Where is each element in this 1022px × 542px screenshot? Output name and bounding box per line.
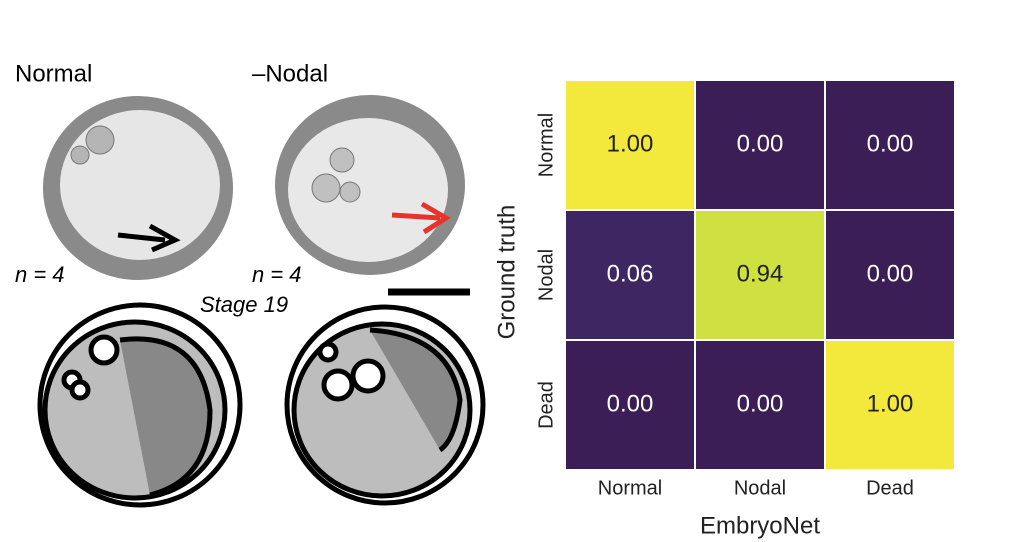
x-tick-label: Dead: [866, 477, 914, 499]
panel-label: –Nodal: [252, 60, 328, 87]
cell-label: 0.00: [867, 260, 914, 287]
y-tick-label: Nodal: [535, 249, 557, 301]
embryo-photos: [43, 95, 470, 296]
cell: [339, 181, 361, 203]
heatmap-cell: [824, 79, 956, 211]
cell: [329, 147, 355, 173]
arrow-red: [391, 201, 451, 235]
heatmap-cell: [564, 209, 696, 341]
cell: [311, 173, 341, 203]
cell-label: 0.06: [607, 260, 654, 287]
yolk: [288, 118, 448, 262]
heatmap-cell: [824, 339, 956, 471]
x-axis-label: EmbryoNet: [700, 512, 820, 539]
body: [119, 336, 213, 498]
cell-label: 0.00: [737, 130, 784, 157]
body: [369, 327, 463, 453]
sample-count: n = 4: [15, 262, 65, 287]
y-tick-label: Normal: [535, 113, 557, 177]
x-tick-label: Normal: [598, 477, 662, 499]
cell: [69, 379, 91, 401]
cell-label: 0.00: [737, 390, 784, 417]
stage-label: Stage 19: [200, 292, 288, 317]
y-tick-label: Dead: [535, 381, 557, 429]
cell: [85, 125, 115, 155]
arrow-black: [117, 223, 181, 253]
cell: [317, 341, 339, 363]
cell: [88, 334, 120, 366]
cell-label: 1.00: [867, 390, 914, 417]
cell-label: 0.00: [607, 390, 654, 417]
cell: [70, 145, 90, 165]
panel-label: Normal: [15, 60, 92, 87]
cell: [350, 358, 386, 394]
heatmap-cell: [694, 339, 826, 471]
embryo-drawings: [37, 302, 486, 508]
cell-label: 0.00: [867, 130, 914, 157]
heatmap-cell: [694, 79, 826, 211]
heatmap-cell: [564, 79, 696, 211]
cell: [321, 368, 355, 402]
x-tick-label: Nodal: [734, 477, 786, 499]
y-axis-label: Ground truth: [493, 205, 520, 340]
heatmap-cell: [564, 339, 696, 471]
cell-label: 0.94: [737, 260, 784, 287]
cell-label: 1.00: [607, 130, 654, 157]
sample-count: n = 4: [252, 262, 302, 287]
